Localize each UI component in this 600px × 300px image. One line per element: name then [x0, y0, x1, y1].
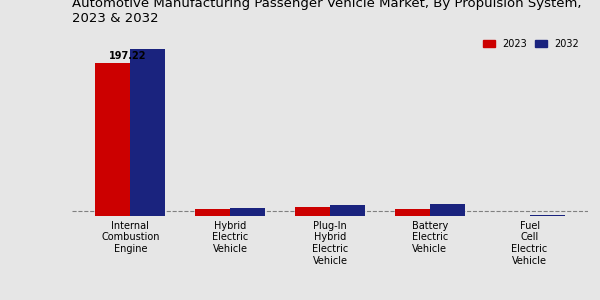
Bar: [130, 50, 166, 216]
Bar: [430, 204, 465, 216]
Bar: [530, 215, 565, 216]
Text: 197.22: 197.22: [109, 51, 147, 61]
Bar: [330, 205, 365, 216]
Bar: [395, 208, 430, 216]
Bar: [95, 63, 130, 216]
Bar: [195, 209, 230, 216]
Bar: [295, 208, 330, 216]
Bar: [230, 208, 265, 216]
Legend: 2023, 2032: 2023, 2032: [479, 35, 583, 52]
Text: Automotive Manufacturing Passenger Vehicle Market, By Propulsion System,
2023 & : Automotive Manufacturing Passenger Vehic…: [72, 0, 581, 25]
